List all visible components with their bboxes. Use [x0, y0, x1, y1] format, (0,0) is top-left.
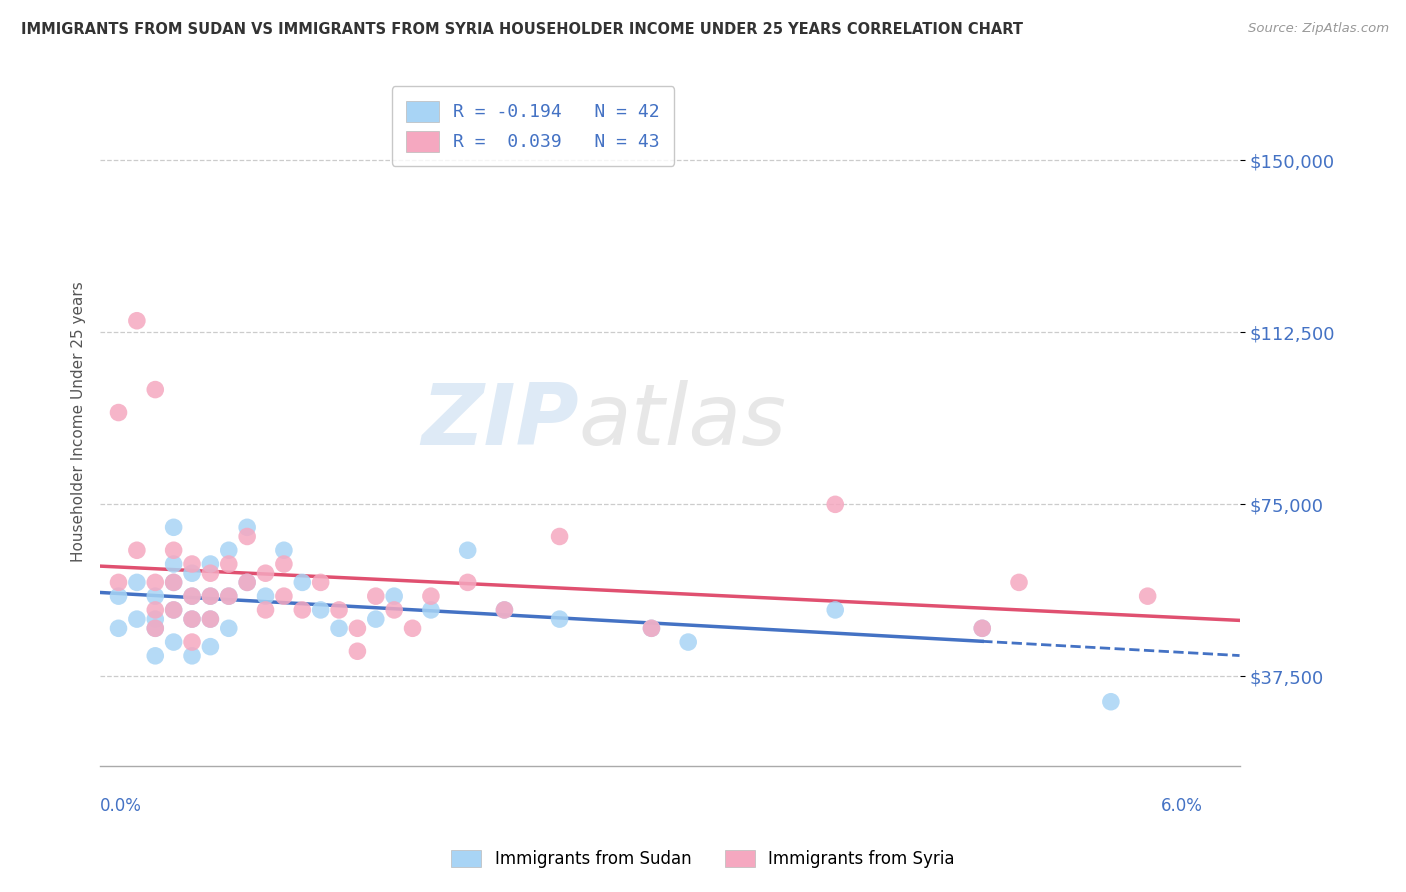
Point: [291, 575, 314, 590]
Point: [107, 621, 129, 635]
Point: [346, 621, 368, 635]
Point: [236, 575, 259, 590]
Point: [143, 621, 166, 635]
Point: [419, 603, 441, 617]
Point: [824, 603, 846, 617]
Point: [107, 405, 129, 419]
Point: [548, 529, 571, 543]
Point: [162, 575, 184, 590]
Point: [273, 589, 295, 603]
Point: [200, 640, 222, 654]
Point: [200, 612, 222, 626]
Point: [107, 589, 129, 603]
Point: [218, 589, 240, 603]
Point: [181, 612, 204, 626]
Point: [972, 621, 994, 635]
Point: [236, 520, 259, 534]
Point: [162, 543, 184, 558]
Point: [143, 383, 166, 397]
Text: ZIP: ZIP: [420, 380, 579, 463]
Point: [236, 575, 259, 590]
Point: [328, 621, 350, 635]
Point: [162, 603, 184, 617]
Y-axis label: Householder Income Under 25 years: Householder Income Under 25 years: [72, 281, 86, 562]
Point: [640, 621, 662, 635]
Point: [200, 557, 222, 571]
Point: [143, 612, 166, 626]
Point: [181, 566, 204, 581]
Point: [162, 575, 184, 590]
Legend: R = -0.194   N = 42, R =  0.039   N = 43: R = -0.194 N = 42, R = 0.039 N = 43: [392, 87, 675, 166]
Point: [494, 603, 516, 617]
Point: [640, 621, 662, 635]
Text: IMMIGRANTS FROM SUDAN VS IMMIGRANTS FROM SYRIA HOUSEHOLDER INCOME UNDER 25 YEARS: IMMIGRANTS FROM SUDAN VS IMMIGRANTS FROM…: [21, 22, 1024, 37]
Text: atlas: atlas: [579, 380, 787, 463]
Point: [309, 575, 332, 590]
Point: [254, 603, 277, 617]
Point: [972, 621, 994, 635]
Point: [328, 603, 350, 617]
Point: [273, 557, 295, 571]
Text: 6.0%: 6.0%: [1161, 797, 1202, 814]
Point: [125, 543, 148, 558]
Point: [1008, 575, 1031, 590]
Point: [346, 644, 368, 658]
Point: [200, 612, 222, 626]
Point: [218, 589, 240, 603]
Point: [181, 648, 204, 663]
Point: [125, 575, 148, 590]
Point: [457, 575, 479, 590]
Point: [1099, 695, 1122, 709]
Text: 0.0%: 0.0%: [100, 797, 142, 814]
Point: [218, 557, 240, 571]
Point: [382, 589, 405, 603]
Point: [254, 566, 277, 581]
Point: [218, 621, 240, 635]
Text: Source: ZipAtlas.com: Source: ZipAtlas.com: [1249, 22, 1389, 36]
Point: [143, 648, 166, 663]
Point: [291, 603, 314, 617]
Legend: Immigrants from Sudan, Immigrants from Syria: Immigrants from Sudan, Immigrants from S…: [444, 843, 962, 875]
Point: [548, 612, 571, 626]
Point: [162, 635, 184, 649]
Point: [254, 589, 277, 603]
Point: [125, 612, 148, 626]
Point: [143, 575, 166, 590]
Point: [1136, 589, 1159, 603]
Point: [107, 575, 129, 590]
Point: [364, 612, 387, 626]
Point: [419, 589, 441, 603]
Point: [200, 566, 222, 581]
Point: [162, 520, 184, 534]
Point: [125, 314, 148, 328]
Point: [382, 603, 405, 617]
Point: [218, 543, 240, 558]
Point: [273, 543, 295, 558]
Point: [162, 557, 184, 571]
Point: [309, 603, 332, 617]
Point: [143, 621, 166, 635]
Point: [676, 635, 699, 649]
Point: [401, 621, 423, 635]
Point: [364, 589, 387, 603]
Point: [162, 603, 184, 617]
Point: [181, 589, 204, 603]
Point: [236, 529, 259, 543]
Point: [143, 589, 166, 603]
Point: [143, 603, 166, 617]
Point: [494, 603, 516, 617]
Point: [181, 635, 204, 649]
Point: [181, 589, 204, 603]
Point: [181, 557, 204, 571]
Point: [457, 543, 479, 558]
Point: [200, 589, 222, 603]
Point: [181, 612, 204, 626]
Point: [824, 497, 846, 511]
Point: [200, 589, 222, 603]
